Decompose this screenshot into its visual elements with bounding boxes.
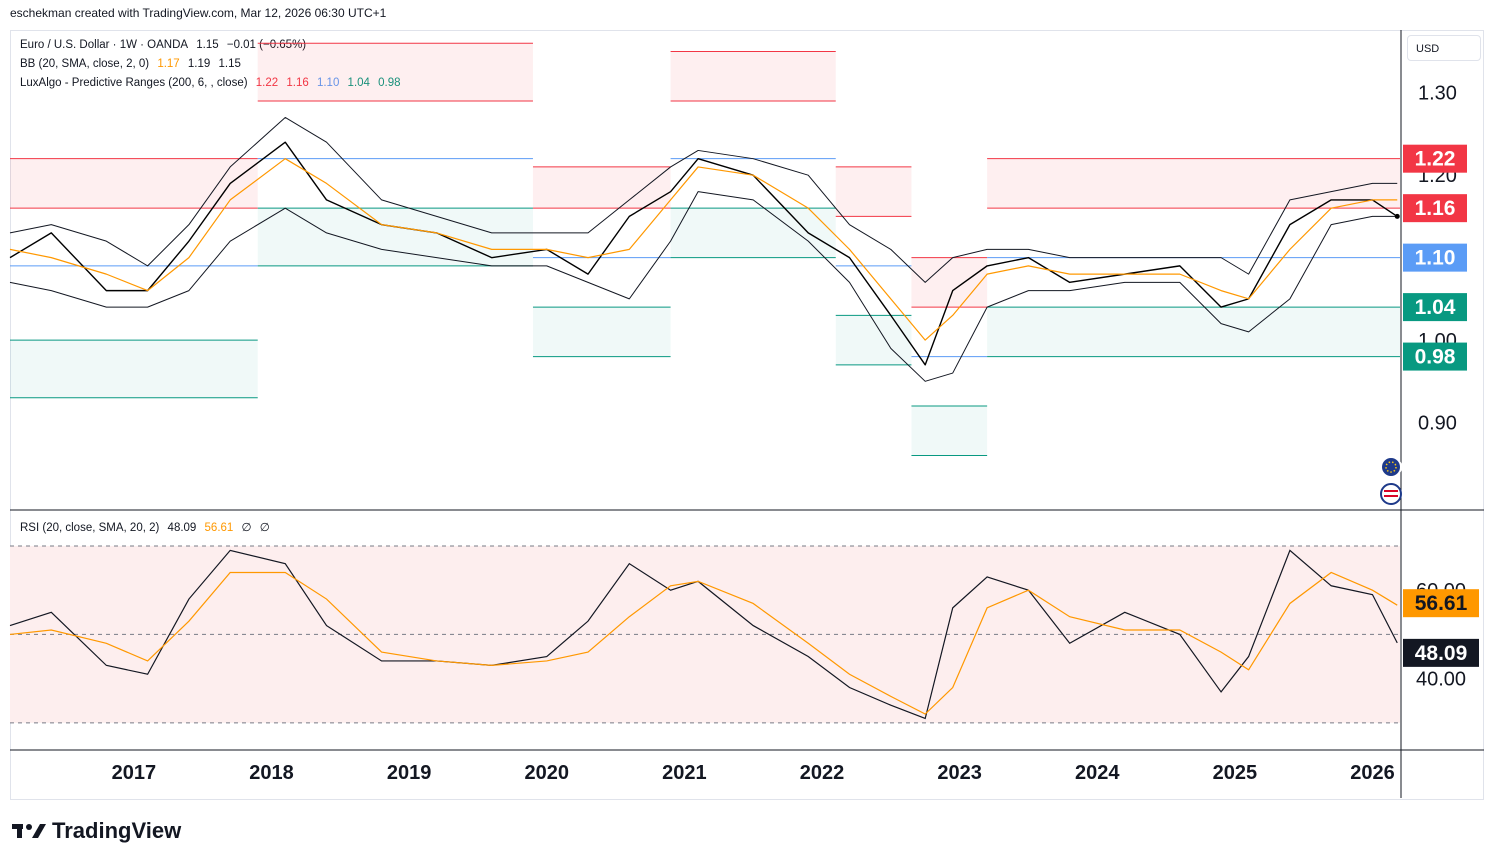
bb-lower-line — [9, 191, 1398, 382]
bb-basis-value: 1.17 — [157, 58, 180, 70]
time-tick-2024: 2024 — [1075, 762, 1120, 784]
rsi-upper-value: ∅ — [241, 522, 252, 534]
bb-label: BB (20, SMA, close, 2, 0) — [20, 58, 150, 70]
symbol-legend[interactable]: Euro / U.S. Dollar · 1W · OANDA 1.15 −0.… — [20, 39, 311, 51]
range-s2-value: 0.98 — [378, 77, 400, 89]
range-avg-value: 1.10 — [317, 77, 339, 89]
range-r2-value: 1.22 — [256, 77, 278, 89]
tradingview-logo-icon — [12, 824, 46, 838]
time-tick-2017: 2017 — [112, 762, 157, 784]
price-tick-0: 1.30 — [1418, 83, 1457, 105]
rsi-legend[interactable]: RSI (20, close, SMA, 20, 2) 48.09 56.61 … — [20, 520, 275, 534]
chart-frame — [10, 30, 1484, 800]
rsi-ma-value: 56.61 — [204, 522, 234, 534]
range-upper-zone-0 — [10, 158, 258, 209]
rsi-badge-label-0: 56.61 — [1415, 592, 1468, 615]
price-badge-label-3: 1.04 — [1415, 296, 1456, 319]
time-tick-2023: 2023 — [937, 762, 982, 784]
usd-flag-icon[interactable] — [1380, 483, 1402, 505]
rsi-line — [9, 549, 1398, 720]
last-price: 1.15 — [196, 39, 219, 51]
last-price-dot — [1394, 213, 1400, 219]
price-tick-1: 0.90 — [1418, 413, 1457, 435]
luxalgo-label: LuxAlgo - Predictive Ranges (200, 6, , c… — [20, 77, 248, 89]
bb-upper-line — [9, 116, 1398, 283]
price-badge-1 — [1403, 194, 1467, 223]
price-badge-2 — [1403, 243, 1467, 272]
time-tick-2018: 2018 — [249, 762, 294, 784]
rsi-label: RSI (20, close, SMA, 20, 2) — [20, 522, 160, 534]
range-lower-zone-3 — [670, 208, 836, 258]
range-lower-zone-2 — [532, 307, 671, 357]
range-upper-zone-2 — [532, 166, 671, 209]
rsi-lower-value: ∅ — [259, 522, 270, 534]
range-lower-zone-5 — [911, 406, 988, 456]
price-badge-0 — [1403, 144, 1467, 173]
bb-legend[interactable]: BB (20, SMA, close, 2, 0) 1.17 1.19 1.15 — [20, 58, 246, 70]
range-upper-zone-1 — [257, 43, 533, 101]
bb-upper-value: 1.19 — [187, 58, 211, 70]
time-tick-2021: 2021 — [662, 762, 707, 784]
currency-selector[interactable]: USD — [1407, 35, 1481, 61]
range-upper-zone-4 — [835, 166, 912, 217]
symbol-title: Euro / U.S. Dollar · 1W · OANDA — [20, 39, 189, 51]
rsi-value: 48.09 — [167, 522, 197, 534]
time-tick-2019: 2019 — [387, 762, 432, 784]
rsi-badge-label-1: 48.09 — [1415, 642, 1468, 665]
range-lower-zone-0 — [10, 340, 258, 398]
attribution-text: eschekman created with TradingView.com, … — [10, 6, 387, 20]
time-tick-2020: 2020 — [524, 762, 569, 784]
time-tick-2026: 2026 — [1350, 762, 1395, 784]
bb-lower-value: 1.15 — [218, 58, 241, 70]
range-upper-zone-6 — [987, 158, 1400, 209]
time-tick-2025: 2025 — [1213, 762, 1258, 784]
luxalgo-legend[interactable]: LuxAlgo - Predictive Ranges (200, 6, , c… — [20, 77, 406, 89]
rsi-ma-line — [9, 571, 1398, 715]
rsi-badge-0 — [1403, 589, 1479, 618]
range-r1-value: 1.16 — [286, 77, 308, 89]
price-badge-3 — [1403, 293, 1467, 322]
time-tick-2022: 2022 — [800, 762, 845, 784]
price-change: −0.01 (−0.65%) — [226, 39, 306, 51]
range-upper-zone-3 — [670, 51, 836, 101]
bb-basis-line — [9, 158, 1398, 341]
eur-flag-icon[interactable] — [1380, 456, 1402, 478]
range-s1-value: 1.04 — [348, 77, 370, 89]
rsi-band — [10, 545, 1400, 723]
rsi-tick-0: 40.00 — [1416, 669, 1466, 691]
price-badge-label-2: 1.10 — [1415, 247, 1456, 270]
range-lower-zone-6 — [987, 307, 1400, 357]
tradingview-brand-text: TradingView — [52, 818, 182, 843]
price-badge-label-1: 1.16 — [1415, 197, 1456, 220]
price-badge-label-4: 0.98 — [1415, 346, 1456, 369]
price-badge-label-0: 1.22 — [1415, 148, 1456, 171]
tradingview-brand[interactable]: TradingView — [12, 818, 181, 844]
price-badge-4 — [1403, 342, 1467, 371]
rsi-badge-1 — [1403, 638, 1479, 667]
